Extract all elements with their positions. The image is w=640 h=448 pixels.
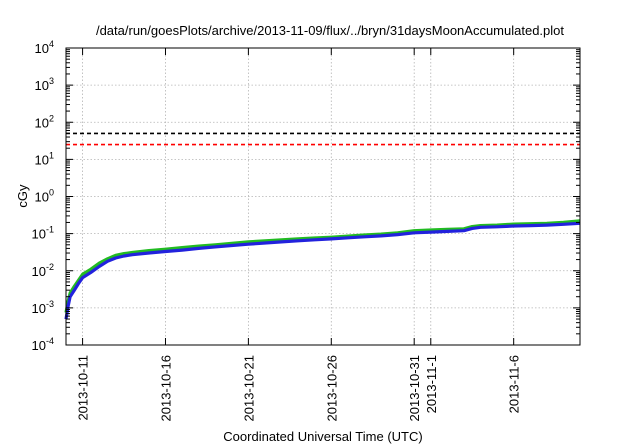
x-tick-label: 2013-10-16	[158, 355, 173, 422]
y-tick-label: 101	[35, 150, 54, 167]
y-tick-label: 10-1	[32, 225, 54, 242]
x-axis-label: Coordinated Universal Time (UTC)	[223, 429, 422, 444]
x-tick-label: 2013-11-6	[507, 355, 522, 413]
y-tick-label: 100	[35, 188, 54, 205]
x-tick-label: 2013-10-31	[407, 355, 422, 422]
y-tick-label: 10-4	[32, 336, 54, 353]
y-tick-label: 10-2	[32, 262, 54, 279]
y-tick-label: 102	[35, 113, 54, 130]
x-tick-label: 2013-10-11	[76, 355, 91, 421]
series-line	[64, 219, 581, 313]
chart-title: /data/run/goesPlots/archive/2013-11-09/f…	[96, 23, 564, 38]
y-axis-ticks: 10-4 10-3 10-2 10-1 100 101 102 103 104	[32, 39, 580, 353]
x-tick-label: 2013-10-26	[324, 355, 339, 422]
x-axis-ticks: 2013-10-11 2013-10-16 2013-10-21 2013-10-26…	[76, 48, 522, 422]
y-tick-label: 103	[35, 76, 54, 93]
reference-lines	[66, 132, 580, 146]
y-axis-label: cGy	[15, 184, 30, 208]
y-tick-label: 104	[35, 39, 54, 56]
series-lines	[64, 219, 581, 320]
x-tick-label: 2013-11-1	[424, 355, 439, 413]
x-tick-label: 2013-10-21	[241, 355, 256, 422]
y-tick-label: 10-3	[32, 299, 54, 316]
series-line	[64, 221, 581, 320]
grid	[66, 48, 580, 345]
